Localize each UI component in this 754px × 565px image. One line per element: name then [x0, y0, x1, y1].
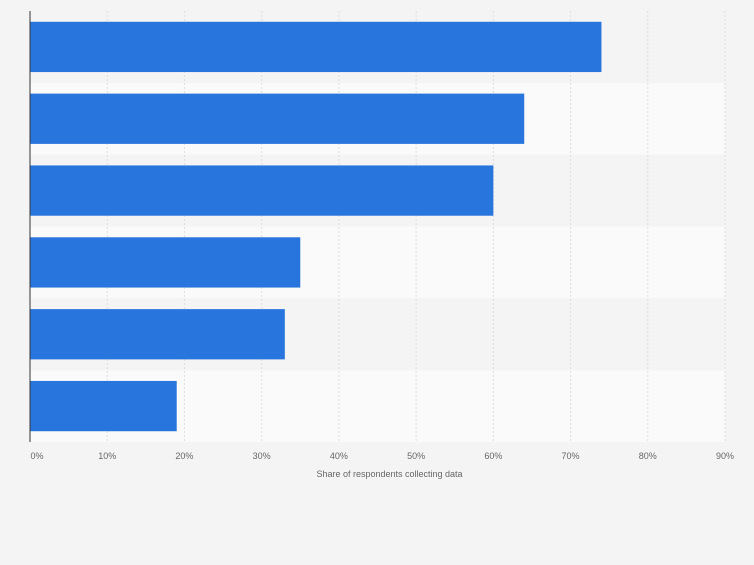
bar: [30, 309, 285, 360]
x-tick-label: 20%: [175, 451, 193, 461]
x-tick-label: 50%: [407, 451, 425, 461]
bars: [30, 21, 602, 432]
x-tick-label: 80%: [639, 451, 657, 461]
x-tick-label: 70%: [562, 451, 580, 461]
x-tick-label: 40%: [330, 451, 348, 461]
x-axis-label: Share of respondents collecting data: [316, 469, 462, 479]
bar: [30, 165, 494, 216]
bar: [30, 93, 525, 144]
x-tick-label: 10%: [98, 451, 116, 461]
x-axis-ticks: 0% 10% 20% 30% 40% 50% 60% 70% 80% 90%: [30, 451, 734, 461]
x-tick-label: 0%: [30, 451, 43, 461]
row-bands: [30, 11, 725, 442]
bar: [30, 21, 602, 73]
x-tick-label: 60%: [484, 451, 502, 461]
bar: [30, 237, 301, 288]
bar: [30, 380, 177, 432]
x-tick-label: 90%: [716, 451, 734, 461]
x-tick-label: 30%: [253, 451, 271, 461]
